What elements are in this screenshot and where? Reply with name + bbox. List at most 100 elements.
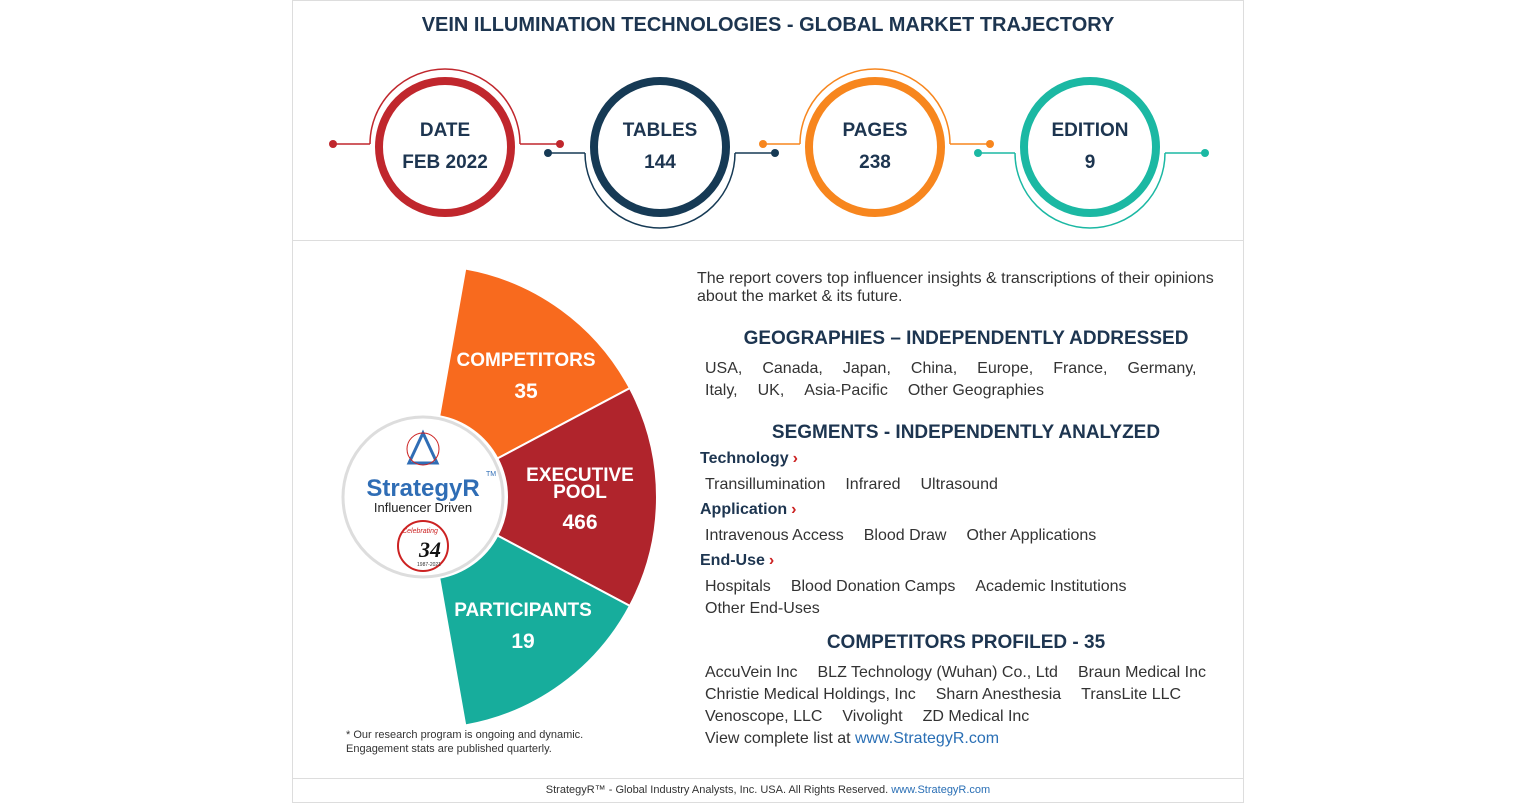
stat-label: TABLES — [623, 120, 698, 141]
segment-item: Blood Donation Camps — [790, 578, 956, 595]
geography: Asia-Pacific — [804, 382, 888, 399]
stat-label: PAGES — [842, 120, 907, 141]
logo-tagline: Influencer Driven — [374, 500, 472, 515]
dot — [544, 149, 552, 157]
stat-label: DATE — [420, 120, 470, 141]
chevron: › — [768, 552, 775, 569]
arc — [1014, 152, 1166, 229]
wedge-value: 35 — [514, 380, 538, 403]
geography: Italy, — [705, 382, 738, 399]
ring — [805, 77, 945, 217]
geography: Europe, — [977, 360, 1034, 377]
stat-value: 144 — [644, 152, 676, 173]
segment-items: Intravenous Access Blood Draw Other Applic… — [705, 527, 1145, 545]
segment-item: Ultrasound — [920, 476, 998, 493]
logo-name: StrategyR — [366, 475, 479, 502]
footer-link[interactable]: www.StrategyR.com — [891, 784, 991, 796]
segment-item: Academic Institutions — [975, 578, 1127, 595]
arc — [584, 152, 736, 229]
intro: The report covers top influencer insight… — [697, 270, 1214, 305]
divider — [292, 240, 1244, 241]
heading: COMPETITORS PROFILED - 35 — [826, 632, 1106, 653]
dot — [771, 149, 779, 157]
dot — [986, 140, 994, 148]
ring — [590, 77, 730, 217]
dot — [1201, 149, 1209, 157]
competitor: Vivolight — [842, 708, 903, 725]
dot — [556, 140, 564, 148]
geography: Germany, — [1127, 360, 1197, 377]
footnote: * Our research program is ongoing and dy… — [346, 729, 584, 755]
segment-item: Transillumination — [705, 476, 826, 493]
dot — [974, 149, 982, 157]
geography: USA, — [705, 360, 743, 377]
competitor: Braun Medical Inc — [1077, 664, 1206, 681]
dot — [759, 140, 767, 148]
geography: UK, — [757, 382, 785, 399]
logo-icon — [406, 432, 440, 466]
title: VEIN ILLUMINATION TECHNOLOGIES - GLOBAL … — [421, 14, 1115, 36]
more: View complete list at www.StrategyR.com — [705, 730, 999, 748]
competitor-list: AccuVein Inc BLZ Technology (Wuhan) Co., … — [705, 664, 1215, 726]
segment-title: Technology — [700, 450, 789, 467]
competitor: Venoscope, LLC — [705, 708, 823, 725]
ring — [1020, 77, 1160, 217]
divider — [292, 778, 1244, 779]
wedge-label-line: POOL — [553, 482, 607, 503]
wedge — [438, 267, 632, 460]
badge — [397, 520, 449, 572]
geography: China, — [910, 360, 958, 377]
heading: GEOGRAPHIES – INDEPENDENTLY ADDRESSED — [743, 328, 1189, 349]
logo-icon — [406, 429, 440, 465]
geo-list: USA, Canada, Japan, China, Europe, France, Ger… — [705, 360, 1215, 400]
wedge — [496, 386, 658, 608]
segment-item: Intravenous Access — [705, 527, 844, 544]
geography: Japan, — [842, 360, 891, 377]
wedge-label-line: EXECUTIVE — [526, 465, 634, 486]
ring — [375, 77, 515, 217]
wedge — [438, 534, 632, 727]
competitor: TransLite LLC — [1081, 686, 1182, 703]
stat-value: 9 — [1085, 152, 1096, 173]
competitor: Christie Medical Holdings, Inc — [705, 686, 916, 703]
segment-item: Other Applications — [966, 527, 1097, 544]
segment-name: Technology › — [700, 450, 798, 468]
wedge-label: COMPETITORS — [457, 350, 596, 371]
segment-items: Transillumination Infrared Ultrasound — [705, 476, 1145, 494]
more-text: View complete list at — [705, 730, 851, 747]
segment-item: Hospitals — [705, 578, 771, 595]
segment-item: Blood Draw — [863, 527, 947, 544]
wedge-label: EXECUTIVE POOL — [526, 465, 634, 503]
competitor: Sharn Anesthesia — [935, 686, 1062, 703]
badge-years: 1987-2021 — [417, 562, 441, 568]
segment-name: Application › — [700, 501, 796, 519]
logo-tm: TM — [486, 471, 496, 478]
segment-items: Hospitals Blood Donation Camps Academic In… — [705, 578, 1145, 618]
wedge-value: 19 — [511, 630, 534, 653]
chevron: › — [791, 501, 797, 518]
badge-number: 34 — [418, 537, 441, 562]
heading: SEGMENTS - INDEPENDENTLY ANALYZED — [771, 422, 1161, 443]
arc — [799, 68, 951, 145]
competitor: BLZ Technology (Wuhan) Co., Ltd — [817, 664, 1058, 681]
footer: StrategyR™ - Global Industry Analysts, I… — [292, 784, 1244, 796]
logo-circle — [341, 415, 505, 579]
wedge-value: 466 — [562, 511, 597, 534]
footer-text: StrategyR™ - Global Industry Analysts, I… — [545, 784, 889, 796]
segment-item: Infrared — [845, 476, 901, 493]
segment-title: Application — [700, 501, 788, 518]
competitor: AccuVein Inc — [705, 664, 798, 681]
segment-name: End-Use › — [700, 552, 774, 570]
more-link[interactable]: www.StrategyR.com — [855, 730, 1000, 747]
geography: France, — [1053, 360, 1108, 377]
dot — [329, 140, 337, 148]
badge-text: Celebrating — [402, 528, 438, 535]
segment-title: End-Use — [700, 552, 765, 569]
segment-item: Other End-Uses — [705, 600, 820, 617]
arc — [369, 68, 521, 145]
stat-value: 238 — [859, 152, 891, 173]
geography: Other Geographies — [907, 382, 1044, 399]
stat-value: FEB 2022 — [402, 152, 488, 173]
